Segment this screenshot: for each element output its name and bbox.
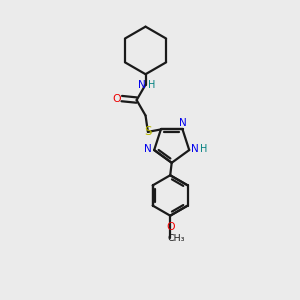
Text: O: O bbox=[112, 94, 121, 103]
Text: H: H bbox=[148, 80, 156, 90]
Text: CH₃: CH₃ bbox=[168, 234, 185, 243]
Text: N: N bbox=[179, 118, 187, 128]
Text: O: O bbox=[166, 222, 175, 232]
Text: N: N bbox=[191, 144, 199, 154]
Text: N: N bbox=[137, 80, 145, 90]
Text: S: S bbox=[144, 125, 152, 138]
Text: N: N bbox=[144, 144, 152, 154]
Text: H: H bbox=[200, 144, 207, 154]
